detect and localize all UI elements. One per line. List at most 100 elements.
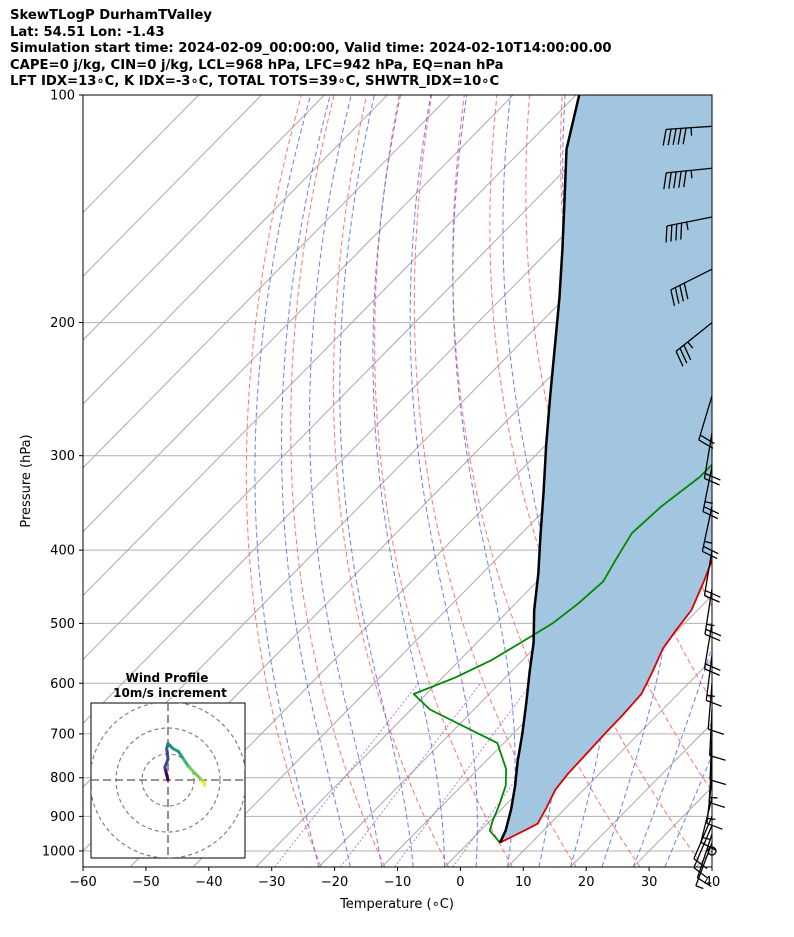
barb-flag [662,129,667,146]
barb-flag [706,699,722,707]
barb-flag [702,550,718,560]
barb-staff [666,216,713,227]
dry-adiabat [290,95,386,867]
y-tick-label: 100 [50,89,75,104]
barb-flag [673,171,677,189]
barb-half-flag [690,170,693,179]
x-tick-label: −40 [195,875,222,890]
temperature-line [499,557,712,844]
dry-adiabat [758,95,794,867]
hodograph-inset: Wind Profile 10m/s increment [90,671,246,859]
x-tick-label: −50 [132,875,159,890]
barb-flag [704,633,721,642]
wind-barb [696,833,713,888]
barb-flag [668,172,672,189]
dry-adiabat [790,95,794,867]
wind-barb [662,125,713,146]
x-tick-label: 10 [515,875,532,890]
x-tick-label: −10 [384,875,411,890]
hodograph-subtitle: 10m/s increment [113,686,227,700]
isotherm-line [129,275,712,867]
barb-flag [703,545,719,555]
moist-adiabat [339,95,414,867]
barb-flag [675,224,678,241]
barb-flag [680,223,683,240]
barb-flag [672,128,677,146]
barb-half-flag [695,885,704,890]
dewpoint-line [412,463,712,844]
wind-barb [665,216,713,243]
barb-flag [670,225,673,242]
wind-barbs [662,125,727,890]
x-axis-label: Temperature (∘C) [339,897,454,912]
moist-adiabat [502,95,560,867]
chart-title-line-3: Simulation start time: 2024-02-09_00:00:… [10,41,612,56]
barb-half-flag [687,341,694,349]
isotherm-line [83,95,388,405]
barb-flag [677,128,682,145]
barb-flag [683,282,689,300]
parcel-line [498,95,581,844]
barb-half-flag [704,540,713,544]
dry-adiabat [374,95,513,867]
moist-adiabat [452,95,516,867]
barb-flag [678,171,682,188]
y-tick-label: 200 [50,316,75,331]
barb-flag [706,822,723,830]
barb-staff [704,588,713,635]
y-tick-label: 500 [50,617,75,632]
barb-flag [709,779,727,786]
barb-half-flag [690,127,693,136]
barb-flag [707,728,725,736]
isotherm-line [570,722,712,867]
moist-adiabat [372,95,446,867]
barb-flag [705,663,721,672]
barb-flag [667,128,672,146]
barb-flag [663,172,667,190]
isotherm-line [759,95,794,867]
dry-adiabat [413,95,577,867]
wind-barb [704,588,722,642]
barb-flag [674,287,680,304]
isotherm-line [83,95,514,533]
wind-barb [700,797,716,851]
barb-staff [703,550,713,596]
barb-flag [705,628,722,637]
barb-flag [665,225,668,243]
isotherm-line [83,95,451,469]
barb-staff [707,683,713,730]
dry-adiabat [725,95,794,867]
x-tick-label: 40 [704,875,721,890]
x-axis-ticks: −60 −50 −40 −30 −20 −10 0 10 20 30 40 [69,867,720,890]
dry-adiabat [245,95,322,867]
y-tick-label: 600 [50,677,75,692]
x-tick-label: 30 [641,875,658,890]
wind-barb [675,322,713,367]
y-tick-label: 300 [50,449,75,464]
moist-adiabat [309,95,383,867]
barb-staff [701,506,713,552]
y-tick-label: 700 [50,727,75,742]
isotherm-line [83,95,640,661]
profile-lines [412,95,712,844]
dry-adiabat [332,95,450,867]
moist-adiabat [664,753,712,867]
moist-adiabat [281,95,351,867]
x-tick-label: −20 [321,875,348,890]
hodograph-title: Wind Profile [126,671,209,685]
hodograph-segment [176,749,186,761]
y-tick-label: 900 [50,810,75,825]
wind-barb [705,654,722,707]
barb-flag [700,841,716,851]
barb-staff [666,167,713,174]
barb-half-flag [701,836,710,840]
wind-barb [707,683,725,736]
x-tick-label: −60 [69,875,96,890]
y-tick-label: 1000 [42,844,75,859]
isotherm-line [381,530,712,867]
y-tick-label: 400 [50,544,75,559]
barb-flag [682,127,687,145]
wind-barb [670,268,713,307]
moist-adiabat [601,95,679,867]
